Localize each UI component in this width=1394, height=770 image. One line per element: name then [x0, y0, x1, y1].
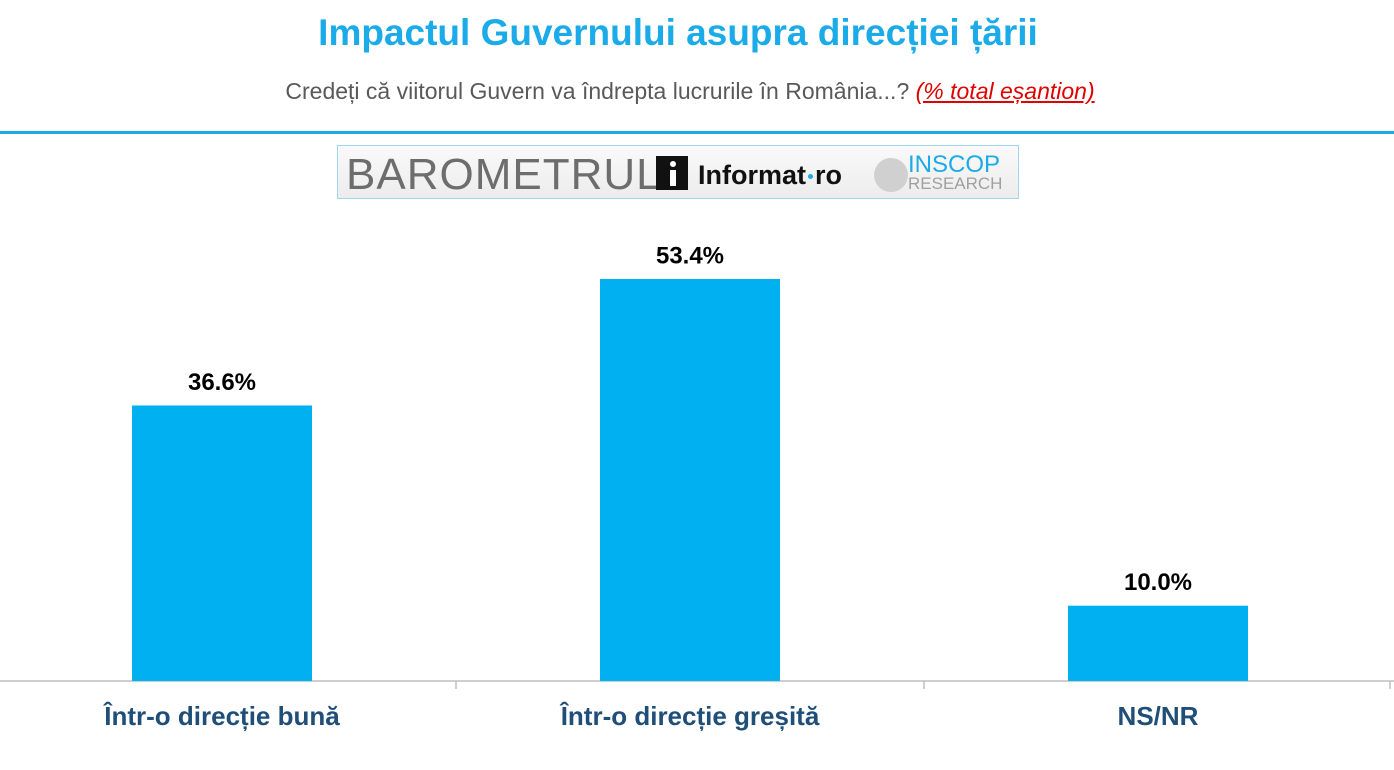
value-label: 53.4% [656, 242, 724, 269]
logo-informat: Informat ro [698, 160, 842, 191]
logo-circle [874, 158, 908, 192]
subtitle-note: (% total eșantion) [915, 78, 1095, 104]
logo-barometer: BAROMETRUL [346, 150, 662, 199]
subtitle-text: Credeți că viitorul Guvern va îndrepta l… [285, 78, 910, 104]
x-tick-label: Într-o direcție bună [102, 701, 340, 731]
bar [132, 405, 312, 681]
x-tick-label: NS/NR [1118, 701, 1199, 731]
x-tick-label: Într-o direcție greșită [559, 701, 820, 731]
logo-banner: BAROMETRUL Informat ro INSCOP RESEARCH [337, 145, 1019, 199]
chart-title: Impactul Guvernului asupra direcției țăr… [318, 12, 1038, 53]
header-rule [0, 131, 1394, 134]
bar [1068, 605, 1248, 681]
logo-icon [656, 156, 688, 190]
logo-informat-name: Informat [698, 160, 806, 190]
bar [600, 279, 780, 681]
logo-informat-suffix: ro [815, 160, 842, 190]
logo-inscop: INSCOP [908, 151, 1001, 178]
value-label: 10.0% [1124, 569, 1192, 596]
logo-research: RESEARCH [908, 174, 1003, 193]
value-label: 36.6% [188, 369, 256, 396]
chart-subtitle: Credeți că viitorul Guvern va îndrepta l… [0, 78, 1380, 105]
